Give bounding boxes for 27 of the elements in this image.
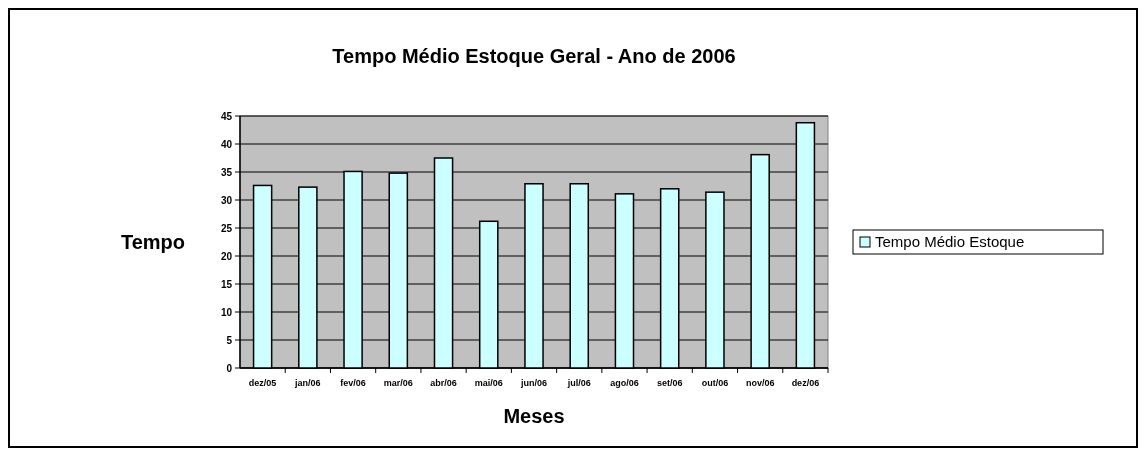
- x-tick-label: mai/06: [474, 378, 503, 388]
- y-tick-label: 5: [226, 334, 233, 346]
- y-tick-label: 10: [220, 306, 233, 318]
- x-tick-label: ago/06: [610, 378, 639, 388]
- x-tick-label: dez/05: [248, 378, 277, 388]
- chart-title: Tempo Médio Estoque Geral - Ano de 2006: [332, 45, 736, 67]
- y-axis-title: Tempo: [120, 231, 185, 253]
- x-tick-label: set/06: [656, 378, 683, 388]
- x-tick-label: nov/06: [745, 378, 775, 388]
- y-tick-label: 45: [220, 110, 233, 122]
- x-tick-label: out/06: [701, 378, 729, 388]
- x-tick-label: fev/06: [340, 378, 366, 388]
- y-tick-label: 35: [220, 166, 233, 178]
- x-tick-label: jan/06: [294, 378, 321, 388]
- x-tick-label: jul/06: [566, 378, 591, 388]
- y-tick-label: 15: [220, 278, 233, 290]
- y-tick-label: 20: [220, 250, 233, 262]
- y-tick-label: 40: [220, 138, 233, 150]
- x-tick-label: dez/06: [791, 378, 820, 388]
- y-tick-label: 25: [220, 222, 233, 234]
- x-tick-label: mar/06: [383, 378, 413, 388]
- y-tick-label: 30: [220, 194, 233, 206]
- x-tick-label: abr/06: [430, 378, 457, 388]
- x-tick-label: jun/06: [519, 378, 548, 388]
- x-axis-title: Meses: [503, 405, 565, 427]
- legend-label: Tempo Médio Estoque: [875, 233, 1025, 251]
- y-tick-label: 0: [226, 362, 233, 374]
